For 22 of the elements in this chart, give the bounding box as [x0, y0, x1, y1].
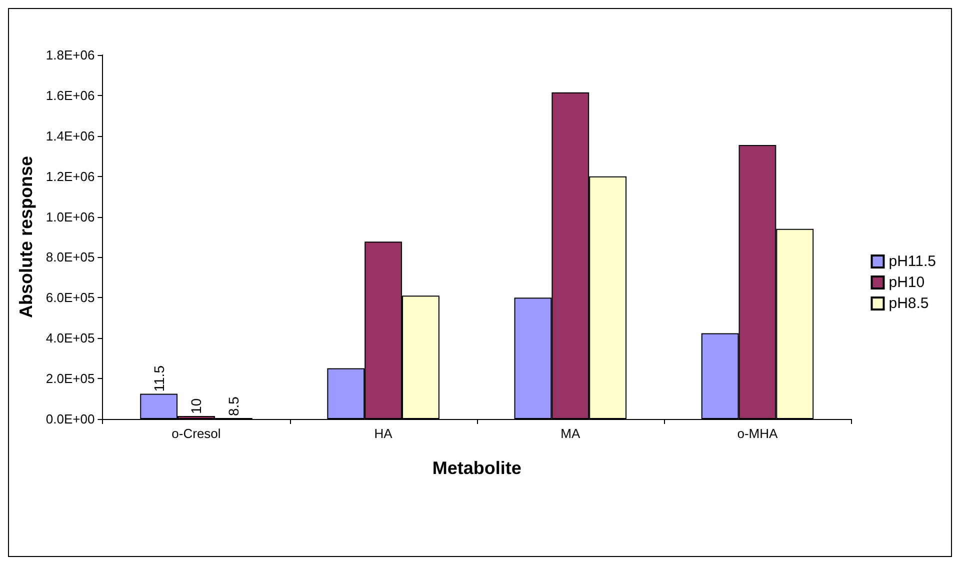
y-tick-label: 1.0E+06 [46, 209, 95, 224]
legend-label: pH10 [888, 274, 925, 291]
x-tick-label: o-Cresol [172, 426, 221, 441]
x-tick-label: MA [560, 426, 580, 441]
legend-label: pH8.5 [888, 295, 929, 312]
y-tick-label: 8.0E+05 [46, 250, 95, 265]
y-tick-label: 0.0E+00 [46, 412, 95, 426]
annotation: 8.5 [226, 396, 242, 416]
annotation: 10 [188, 398, 204, 414]
x-axis-title: Metabolite [432, 458, 522, 478]
legend-label: pH11.5 [888, 253, 936, 270]
y-tick-label: 6.0E+05 [46, 290, 95, 306]
x-tick-label: o-MHA [737, 426, 778, 441]
annotation: 11.5 [150, 365, 167, 392]
y-tick-label: 4.0E+05 [46, 330, 95, 346]
y-tick-label: 2.0E+05 [46, 371, 95, 386]
y-tick-label: 1.8E+06 [46, 48, 95, 62]
y-tick-label: 1.6E+06 [46, 88, 95, 103]
x-tick-label: HA [374, 426, 393, 441]
y-tick-label: 1.2E+06 [46, 168, 95, 184]
y-tick-label: 1.4E+06 [46, 128, 95, 144]
y-axis-title: Absolute response [16, 156, 36, 318]
